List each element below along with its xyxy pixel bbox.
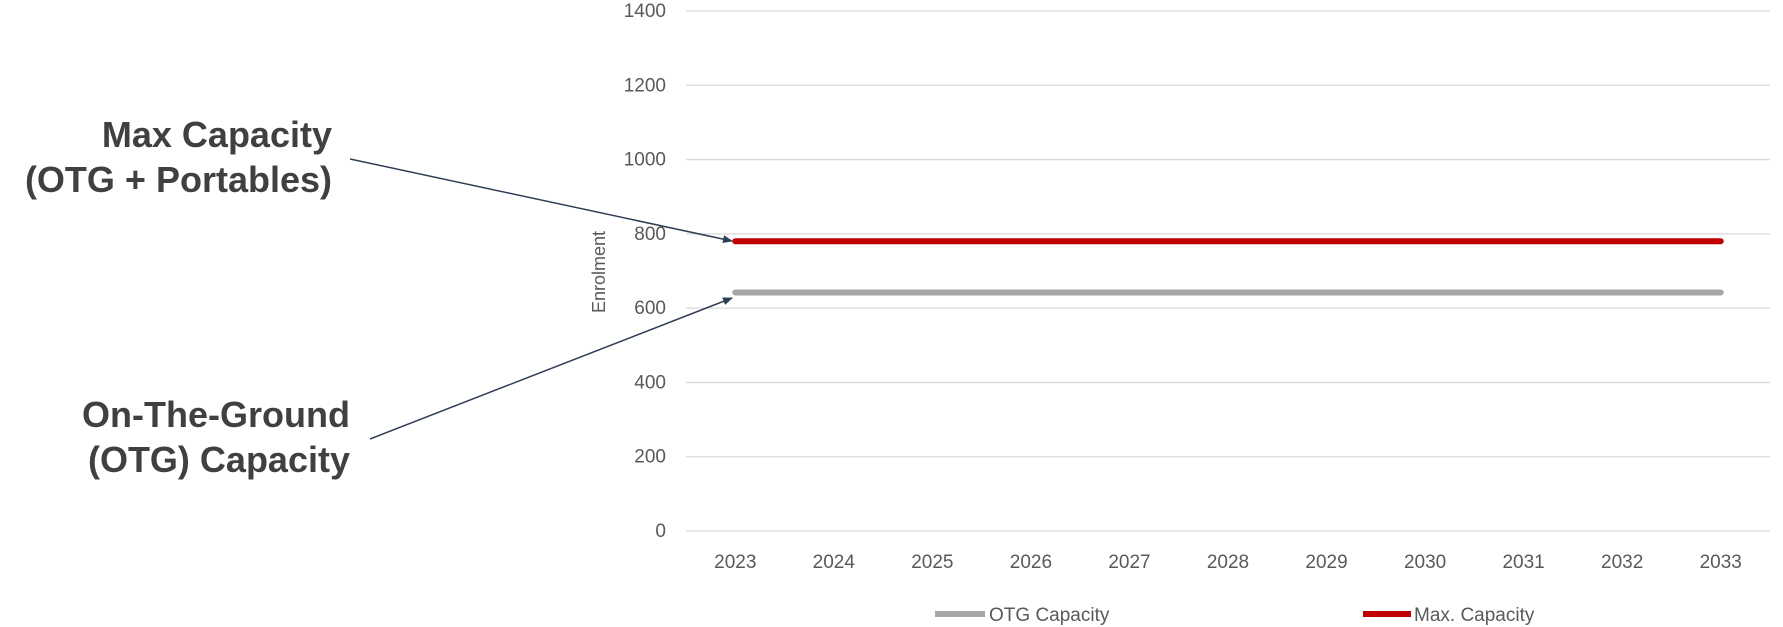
y-tick-labels: 0 200 400 600 800 1000 1200 1400 [624,1,666,542]
x-tick-label: 2031 [1502,552,1544,573]
x-tick-label: 2032 [1601,552,1643,573]
callout-otg-line2: (OTG) Capacity [88,439,350,480]
x-tick-label: 2027 [1108,552,1150,573]
x-tick-label: 2024 [813,552,856,573]
callout-max-capacity: Max Capacity (OTG + Portables) [25,114,733,244]
y-tick-label: 200 [634,447,666,468]
x-tick-label: 2033 [1700,552,1742,573]
legend: OTG Capacity Max. Capacity [935,605,1535,626]
legend-label-max: Max. Capacity [1414,605,1535,626]
x-tick-label: 2026 [1010,552,1052,573]
y-tick-label: 400 [634,372,666,393]
callout-otg-line1: On-The-Ground [82,394,350,435]
x-tick-labels: 2023 2024 2025 2026 2027 2028 2029 2030 2031 2032… [714,552,1742,573]
callout-otg-arrow [369,297,733,440]
x-tick-label: 2030 [1404,552,1446,573]
callout-max-line2: (OTG + Portables) [25,159,332,200]
y-axis-title: Enrolment [589,231,609,313]
x-tick-label: 2029 [1305,552,1347,573]
x-tick-label: 2025 [911,552,953,573]
y-tick-label: 1000 [624,150,666,171]
y-tick-label: 1200 [624,75,666,96]
callout-max-line1: Max Capacity [102,114,332,155]
x-tick-label: 2028 [1207,552,1249,573]
callout-otg-capacity: On-The-Ground (OTG) Capacity [82,297,733,480]
y-tick-label: 800 [634,224,666,245]
y-tick-label: 600 [634,298,666,319]
callout-max-arrow [349,158,733,244]
gridlines [686,10,1770,532]
legend-label-otg: OTG Capacity [989,605,1110,626]
y-tick-label: 0 [655,521,666,542]
x-tick-label: 2023 [714,552,756,573]
y-tick-label: 1400 [624,1,666,22]
series-lines [732,238,1724,296]
